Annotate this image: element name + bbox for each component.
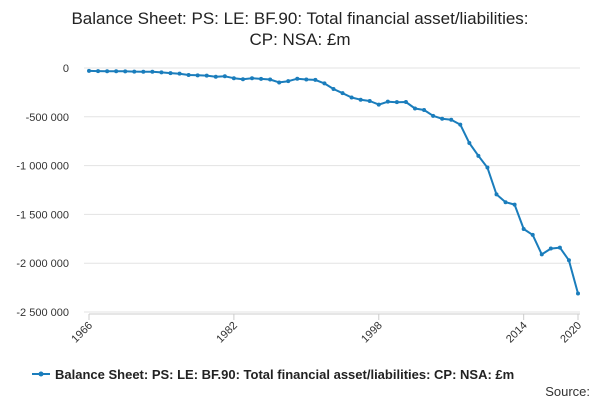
x-tick-label: 1998 xyxy=(359,320,385,346)
data-point xyxy=(322,81,327,86)
chart-title-line-1: Balance Sheet: PS: LE: BF.90: Total fina… xyxy=(71,9,528,28)
chart-title-line-2: CP: NSA: £m xyxy=(249,30,350,49)
data-point xyxy=(467,140,472,145)
data-point xyxy=(87,68,91,73)
y-tick-label: -2 000 000 xyxy=(16,258,69,270)
data-point xyxy=(259,76,264,81)
x-tick-label: 1982 xyxy=(214,320,240,346)
data-point xyxy=(204,73,209,78)
data-point xyxy=(114,69,119,74)
data-point xyxy=(186,73,191,78)
data-point xyxy=(449,117,454,122)
data-point xyxy=(295,76,300,81)
data-point xyxy=(422,107,427,112)
data-point xyxy=(123,69,128,74)
data-point xyxy=(168,71,173,76)
x-tick-label: 2014 xyxy=(504,320,530,346)
legend-dot-marker xyxy=(38,371,44,377)
data-point xyxy=(304,77,309,82)
series-layer xyxy=(87,68,580,296)
y-tick-label: -1 000 000 xyxy=(16,161,69,173)
data-point xyxy=(96,69,101,74)
data-point xyxy=(458,122,463,127)
data-point xyxy=(521,227,526,232)
y-tick-label: -2 500 000 xyxy=(16,307,69,319)
data-point xyxy=(512,202,517,207)
data-point xyxy=(385,99,390,104)
data-point xyxy=(394,100,399,105)
data-point xyxy=(277,80,282,85)
y-tick-label: -500 000 xyxy=(26,112,69,124)
axes: 0 -500 000 -1 000 000 -1 500 000 -2 000 000 -… xyxy=(16,63,584,345)
data-point xyxy=(431,113,436,118)
data-point xyxy=(132,69,137,74)
grid xyxy=(84,67,580,313)
data-point xyxy=(539,252,544,257)
data-point xyxy=(557,245,562,250)
y-tick-label: -1 500 000 xyxy=(16,209,69,221)
data-point xyxy=(141,69,146,74)
data-point xyxy=(576,291,580,296)
data-point xyxy=(159,70,164,75)
data-point xyxy=(250,76,254,81)
data-point xyxy=(240,77,245,82)
data-point xyxy=(566,258,571,263)
data-point xyxy=(177,71,182,76)
data-point xyxy=(548,246,553,251)
data-point xyxy=(367,98,372,103)
data-point xyxy=(413,106,417,111)
x-tick-label: 2020 xyxy=(558,320,584,346)
data-point xyxy=(376,102,381,107)
data-point xyxy=(286,79,291,84)
data-point xyxy=(349,95,354,100)
data-point xyxy=(195,73,200,78)
data-point xyxy=(494,192,499,197)
data-point xyxy=(403,99,408,104)
data-point xyxy=(105,69,110,74)
legend[interactable]: Balance Sheet: PS: LE: BF.90: Total fina… xyxy=(32,367,514,382)
data-point xyxy=(268,77,273,82)
data-point xyxy=(231,76,236,81)
data-point xyxy=(440,116,445,121)
y-tick-label: 0 xyxy=(63,63,69,75)
source-label: Source: xyxy=(545,384,590,399)
data-point xyxy=(150,69,155,74)
data-point xyxy=(530,232,535,237)
data-point xyxy=(340,91,345,96)
data-point xyxy=(485,165,490,170)
data-point xyxy=(503,200,508,205)
data-point xyxy=(358,97,363,102)
data-point xyxy=(313,77,318,82)
series-line xyxy=(88,69,579,294)
x-tick-label: 1966 xyxy=(69,320,95,346)
data-point xyxy=(331,86,336,91)
data-point xyxy=(222,74,227,79)
data-point xyxy=(213,74,218,79)
legend-label: Balance Sheet: PS: LE: BF.90: Total fina… xyxy=(55,367,514,382)
data-point xyxy=(476,153,481,158)
